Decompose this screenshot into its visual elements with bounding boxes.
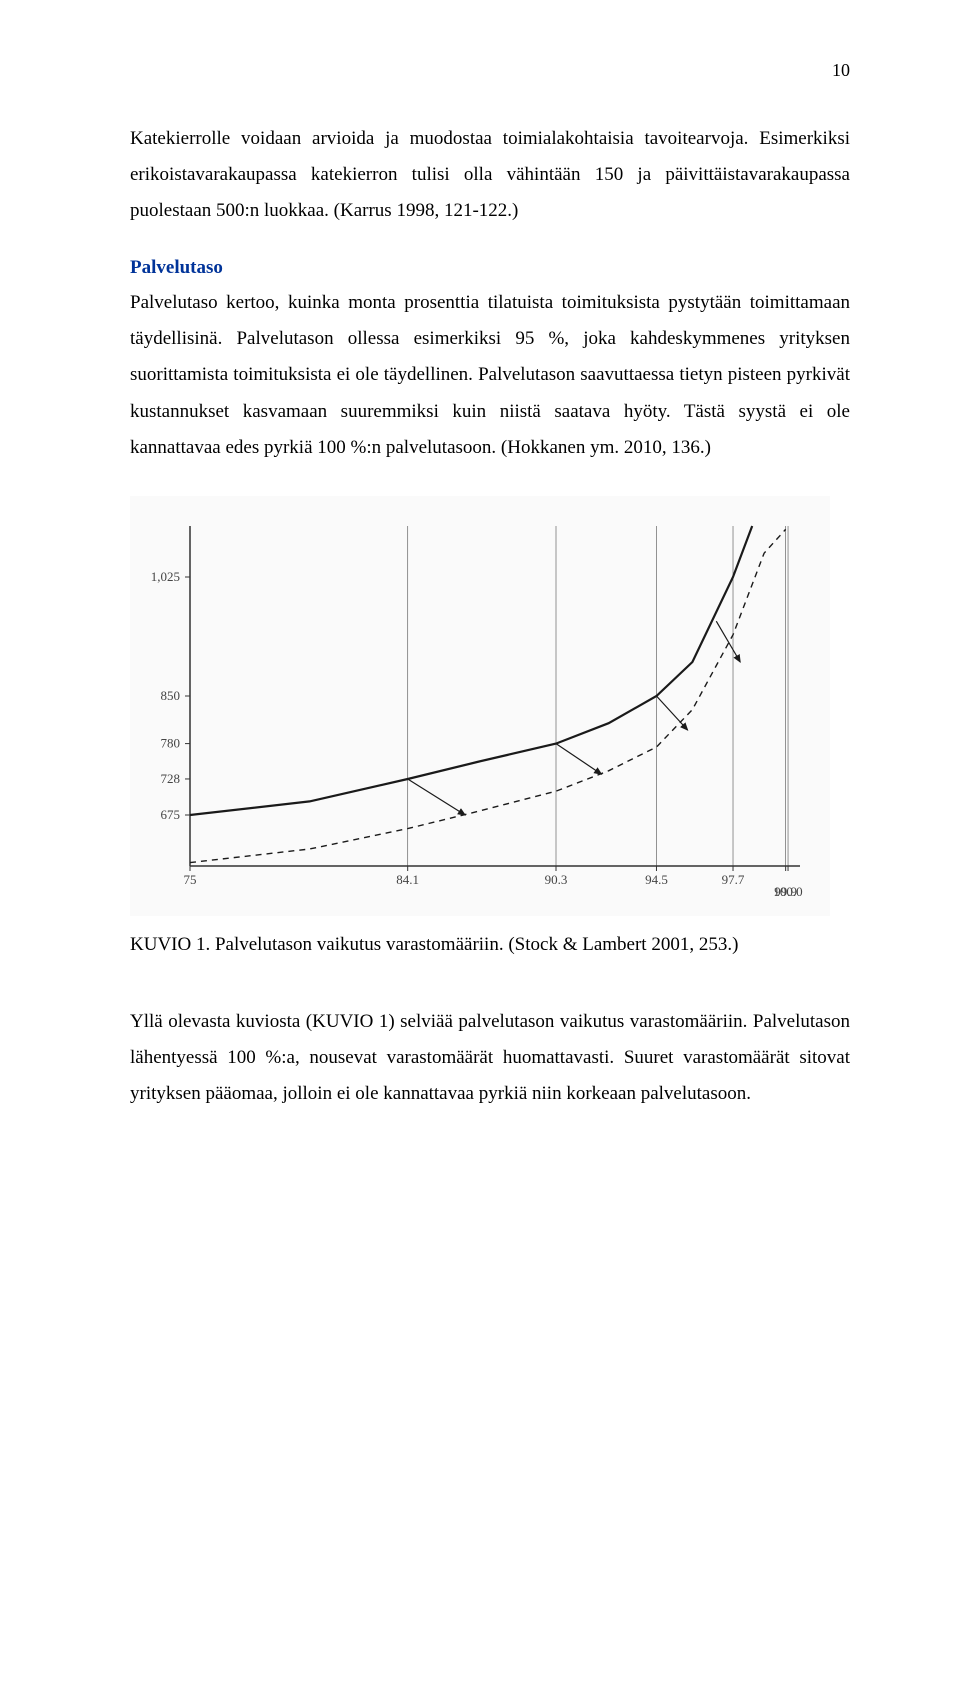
service-level-chart: 6757287808501,0257584.190.394.597.799.91…: [130, 496, 830, 916]
figure-1: 6757287808501,0257584.190.394.597.799.91…: [130, 496, 850, 916]
svg-text:97.7: 97.7: [722, 872, 745, 887]
document-page: 10 Katekierrolle voidaan arvioida ja muo…: [0, 0, 960, 1220]
svg-text:84.1: 84.1: [396, 872, 419, 887]
svg-text:94.5: 94.5: [645, 872, 668, 887]
heading-palvelutaso: Palvelutaso: [130, 257, 850, 279]
svg-text:780: 780: [161, 735, 181, 750]
svg-text:850: 850: [161, 688, 181, 703]
svg-text:75: 75: [184, 872, 197, 887]
svg-text:90.3: 90.3: [545, 872, 568, 887]
svg-text:100.0: 100.0: [773, 884, 802, 899]
svg-text:728: 728: [161, 771, 181, 786]
svg-text:1,025: 1,025: [151, 569, 180, 584]
figure-1-caption: KUVIO 1. Palvelutason vaikutus varastomä…: [130, 934, 850, 956]
paragraph-1: Katekierrolle voidaan arvioida ja muodos…: [130, 121, 850, 229]
paragraph-2: Palvelutaso kertoo, kuinka monta prosent…: [130, 285, 850, 465]
svg-text:675: 675: [161, 807, 181, 822]
paragraph-3: Yllä olevasta kuviosta (KUVIO 1) selviää…: [130, 1004, 850, 1112]
page-number: 10: [130, 60, 850, 81]
